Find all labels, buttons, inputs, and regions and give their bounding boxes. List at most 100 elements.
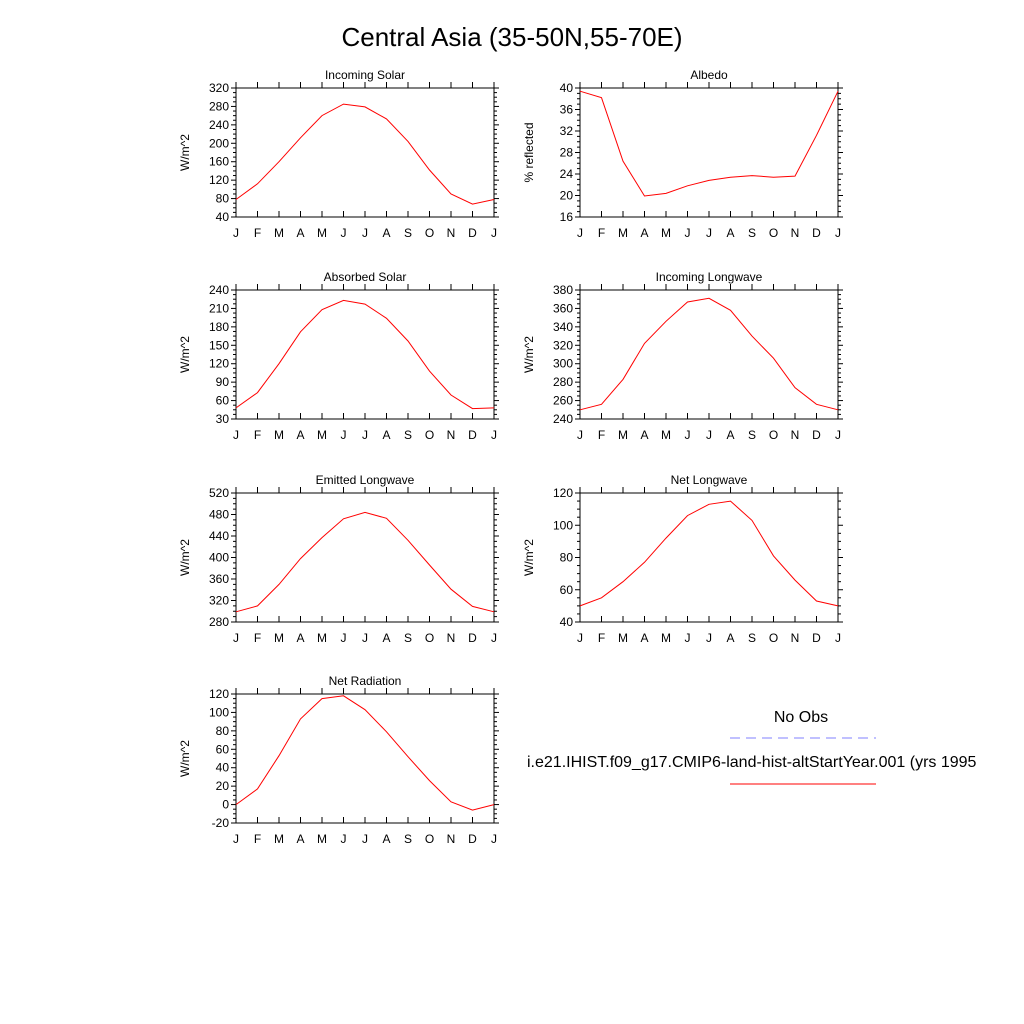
x-tick-label: O	[769, 428, 778, 442]
y-tick-label: 0	[222, 798, 229, 812]
x-tick-label: O	[425, 832, 434, 846]
y-tick-label: 180	[209, 320, 229, 334]
x-tick-label: A	[296, 832, 304, 846]
x-tick-label: A	[726, 428, 734, 442]
y-tick-label: 120	[553, 486, 573, 500]
panel-title: Incoming Solar	[325, 68, 405, 82]
x-tick-label: M	[317, 631, 327, 645]
legend: No Obs i.e21.IHIST.f09_g17.CMIP6-land-hi…	[527, 709, 977, 785]
x-tick-label: A	[640, 428, 648, 442]
x-tick-label: S	[404, 832, 412, 846]
x-tick-label: J	[685, 226, 691, 240]
x-tick-label: J	[706, 428, 712, 442]
x-tick-label: O	[769, 226, 778, 240]
x-tick-label: A	[640, 631, 648, 645]
x-tick-label: J	[577, 428, 583, 442]
y-tick-label: 240	[209, 118, 229, 132]
y-axis-label: W/m^2	[178, 740, 192, 777]
y-tick-label: 80	[560, 551, 574, 565]
x-tick-label: J	[491, 226, 497, 240]
x-tick-label: N	[447, 428, 456, 442]
x-tick-label: J	[706, 631, 712, 645]
y-tick-label: 32	[560, 124, 574, 138]
y-tick-label: 280	[553, 375, 573, 389]
x-tick-label: M	[274, 428, 284, 442]
x-tick-label: M	[274, 832, 284, 846]
x-tick-label: F	[254, 832, 261, 846]
y-tick-label: 400	[209, 551, 229, 565]
y-tick-label: 320	[209, 594, 229, 608]
x-tick-label: J	[685, 428, 691, 442]
y-tick-label: 150	[209, 338, 229, 352]
y-tick-label: 240	[553, 412, 573, 426]
x-tick-label: M	[661, 226, 671, 240]
x-tick-label: J	[835, 226, 841, 240]
x-tick-label: M	[661, 631, 671, 645]
series-line-emitted-longwave	[235, 511, 495, 613]
y-tick-label: 120	[209, 357, 229, 371]
panel-title: Net Longwave	[671, 473, 748, 487]
y-tick-label: 440	[209, 529, 229, 543]
x-tick-label: D	[468, 631, 477, 645]
x-tick-label: J	[341, 832, 347, 846]
x-tick-label: J	[233, 832, 239, 846]
legend-obs-label: No Obs	[774, 709, 828, 726]
y-tick-label: 16	[560, 210, 574, 224]
y-tick-label: 36	[560, 103, 574, 117]
plot-frame	[579, 289, 839, 420]
page-title: Central Asia (35-50N,55-70E)	[341, 22, 682, 52]
x-tick-label: J	[685, 631, 691, 645]
y-tick-label: 24	[560, 167, 574, 181]
x-tick-label: N	[447, 631, 456, 645]
x-tick-label: F	[254, 226, 261, 240]
plot-frame	[579, 87, 839, 218]
panel-title: Net Radiation	[329, 674, 402, 688]
series-line-net-radiation	[235, 695, 495, 811]
y-tick-label: 40	[216, 761, 230, 775]
y-tick-label: 40	[216, 210, 230, 224]
y-axis-label: W/m^2	[522, 336, 536, 373]
x-tick-label: S	[404, 428, 412, 442]
x-tick-label: N	[447, 226, 456, 240]
y-tick-label: 100	[553, 518, 573, 532]
x-tick-label: A	[296, 226, 304, 240]
x-tick-label: J	[341, 428, 347, 442]
x-tick-label: F	[254, 428, 261, 442]
x-tick-label: A	[726, 226, 734, 240]
series-line-incoming-longwave	[579, 297, 839, 411]
y-axis-label: W/m^2	[178, 134, 192, 171]
series-line-net-longwave	[579, 500, 839, 607]
x-tick-label: N	[791, 428, 800, 442]
y-tick-label: 320	[209, 81, 229, 95]
panel-title: Emitted Longwave	[316, 473, 415, 487]
panel-title: Absorbed Solar	[324, 270, 407, 284]
x-tick-label: A	[382, 832, 390, 846]
legend-model-label: i.e21.IHIST.f09_g17.CMIP6-land-hist-altS…	[527, 754, 977, 771]
y-tick-label: 90	[216, 375, 230, 389]
plot-frame	[235, 289, 495, 420]
x-tick-label: J	[341, 226, 347, 240]
x-tick-label: S	[404, 226, 412, 240]
x-tick-label: N	[791, 226, 800, 240]
y-tick-label: 480	[209, 508, 229, 522]
x-tick-label: J	[491, 428, 497, 442]
x-tick-label: F	[598, 428, 605, 442]
y-tick-label: 280	[209, 615, 229, 629]
x-tick-label: M	[618, 226, 628, 240]
y-tick-label: -20	[212, 816, 230, 830]
y-tick-label: 360	[209, 572, 229, 586]
x-tick-label: F	[598, 226, 605, 240]
series-line-absorbed-solar	[235, 299, 495, 410]
y-tick-label: 40	[560, 81, 574, 95]
x-tick-label: D	[468, 832, 477, 846]
x-tick-label: O	[425, 226, 434, 240]
x-tick-label: S	[748, 226, 756, 240]
series-line-incoming-solar	[235, 103, 495, 205]
y-tick-label: 80	[216, 724, 230, 738]
y-tick-label: 20	[216, 779, 230, 793]
